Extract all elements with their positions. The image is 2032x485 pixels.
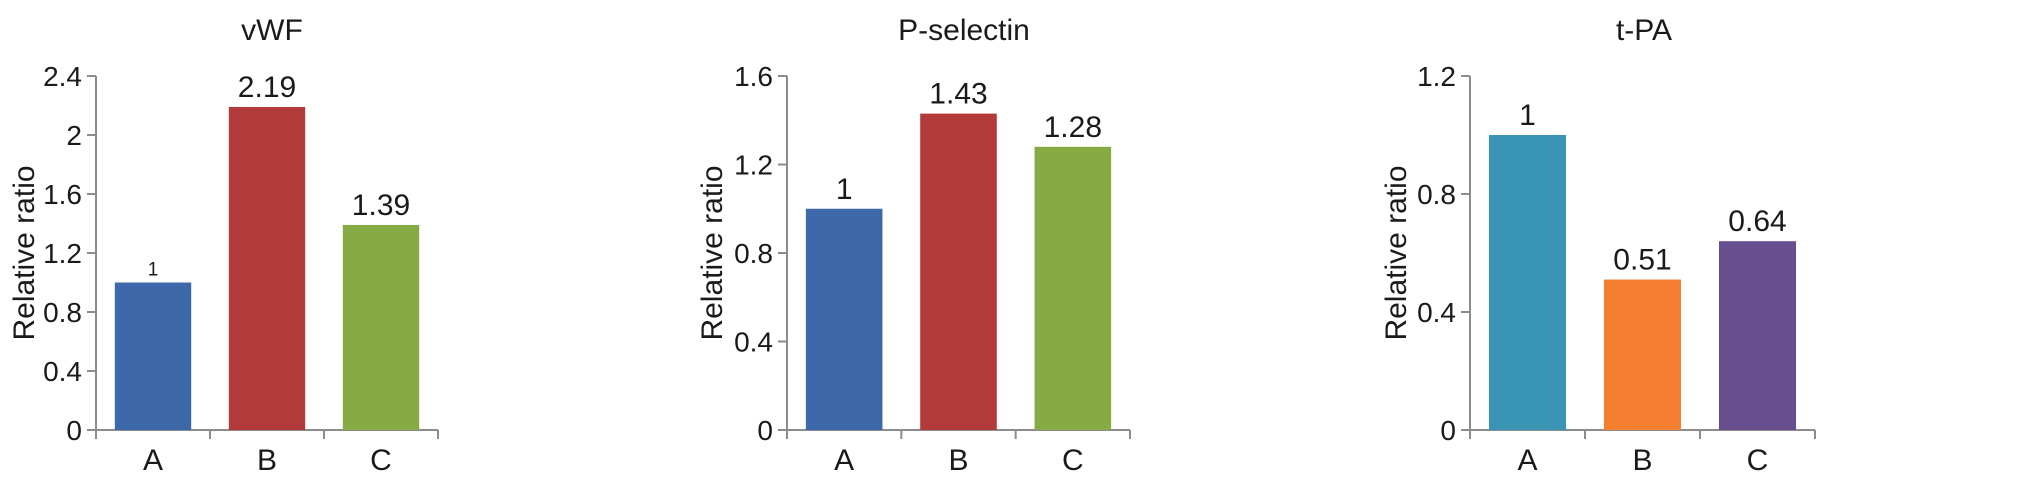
x-tick-label: B (257, 444, 277, 477)
y-tick-label: 0 (66, 415, 82, 446)
data-label: 1 (836, 173, 853, 206)
data-label: 1.39 (352, 189, 410, 222)
x-tick-label: A (1517, 444, 1537, 477)
chart-panel-1: vWF Relative ratio 0 0.4 0.8 1.2 1.6 2 2.4 1 A 2.19… (8, 14, 439, 477)
y-tick-label: 0.8 (734, 238, 773, 269)
y-tick-label: 0.4 (734, 327, 773, 358)
x-tick-label: A (143, 444, 163, 477)
y-tick-label: 1.6 (734, 61, 773, 92)
data-label: 1.28 (1044, 111, 1102, 144)
bar-c (342, 224, 420, 430)
data-label: 0.64 (1728, 205, 1786, 238)
bar-b (920, 113, 997, 431)
y-tick-label: 0.8 (43, 297, 82, 328)
y-tick-label: 2.4 (43, 61, 82, 92)
y-tick-label: 1.2 (43, 238, 82, 269)
y-axis-label: Relative ratio (696, 165, 729, 340)
chart-title: t-PA (1616, 14, 1672, 47)
y-tick-label: 0 (1440, 415, 1456, 446)
bar-b (1603, 279, 1682, 430)
bar-c (1718, 241, 1797, 430)
y-tick-label: 0.8 (1417, 179, 1456, 210)
y-tick-label: 1.2 (734, 150, 773, 181)
bar-b (228, 106, 306, 430)
data-label: 1.43 (929, 78, 987, 111)
y-tick-label: 0 (757, 415, 773, 446)
bar-a (805, 208, 883, 430)
x-tick-label: B (1632, 444, 1652, 477)
data-label: 1 (148, 260, 159, 281)
y-tick-label: 0.4 (43, 356, 82, 387)
y-axis-label: Relative ratio (1380, 165, 1413, 340)
y-tick-label: 2 (66, 120, 82, 151)
data-label: 2.19 (238, 71, 296, 104)
x-tick-label: C (1747, 444, 1769, 477)
chart-title: vWF (241, 14, 303, 47)
y-tick-label: 1.2 (1417, 61, 1456, 92)
chart-panel-3: t-PA Relative ratio 0 0.4 0.8 1.2 1 A 0.51 B 0.64 C (1380, 14, 1816, 477)
data-label: 1 (1519, 99, 1536, 132)
bar-c (1034, 146, 1112, 431)
chart-panel-2: P-selectin Relative ratio 0 0.4 0.8 1.2 1.6 1 A 1… (696, 14, 1131, 477)
x-tick-label: C (1062, 444, 1084, 477)
x-tick-label: B (948, 444, 968, 477)
bar-a (114, 282, 192, 430)
x-tick-label: C (370, 444, 392, 477)
y-tick-label: 0.4 (1417, 297, 1456, 328)
data-label: 0.51 (1613, 244, 1671, 277)
y-tick-label: 1.6 (43, 179, 82, 210)
chart-title: P-selectin (898, 14, 1030, 47)
bar-a (1488, 135, 1567, 430)
y-axis-label: Relative ratio (8, 165, 41, 340)
x-tick-label: A (834, 444, 854, 477)
